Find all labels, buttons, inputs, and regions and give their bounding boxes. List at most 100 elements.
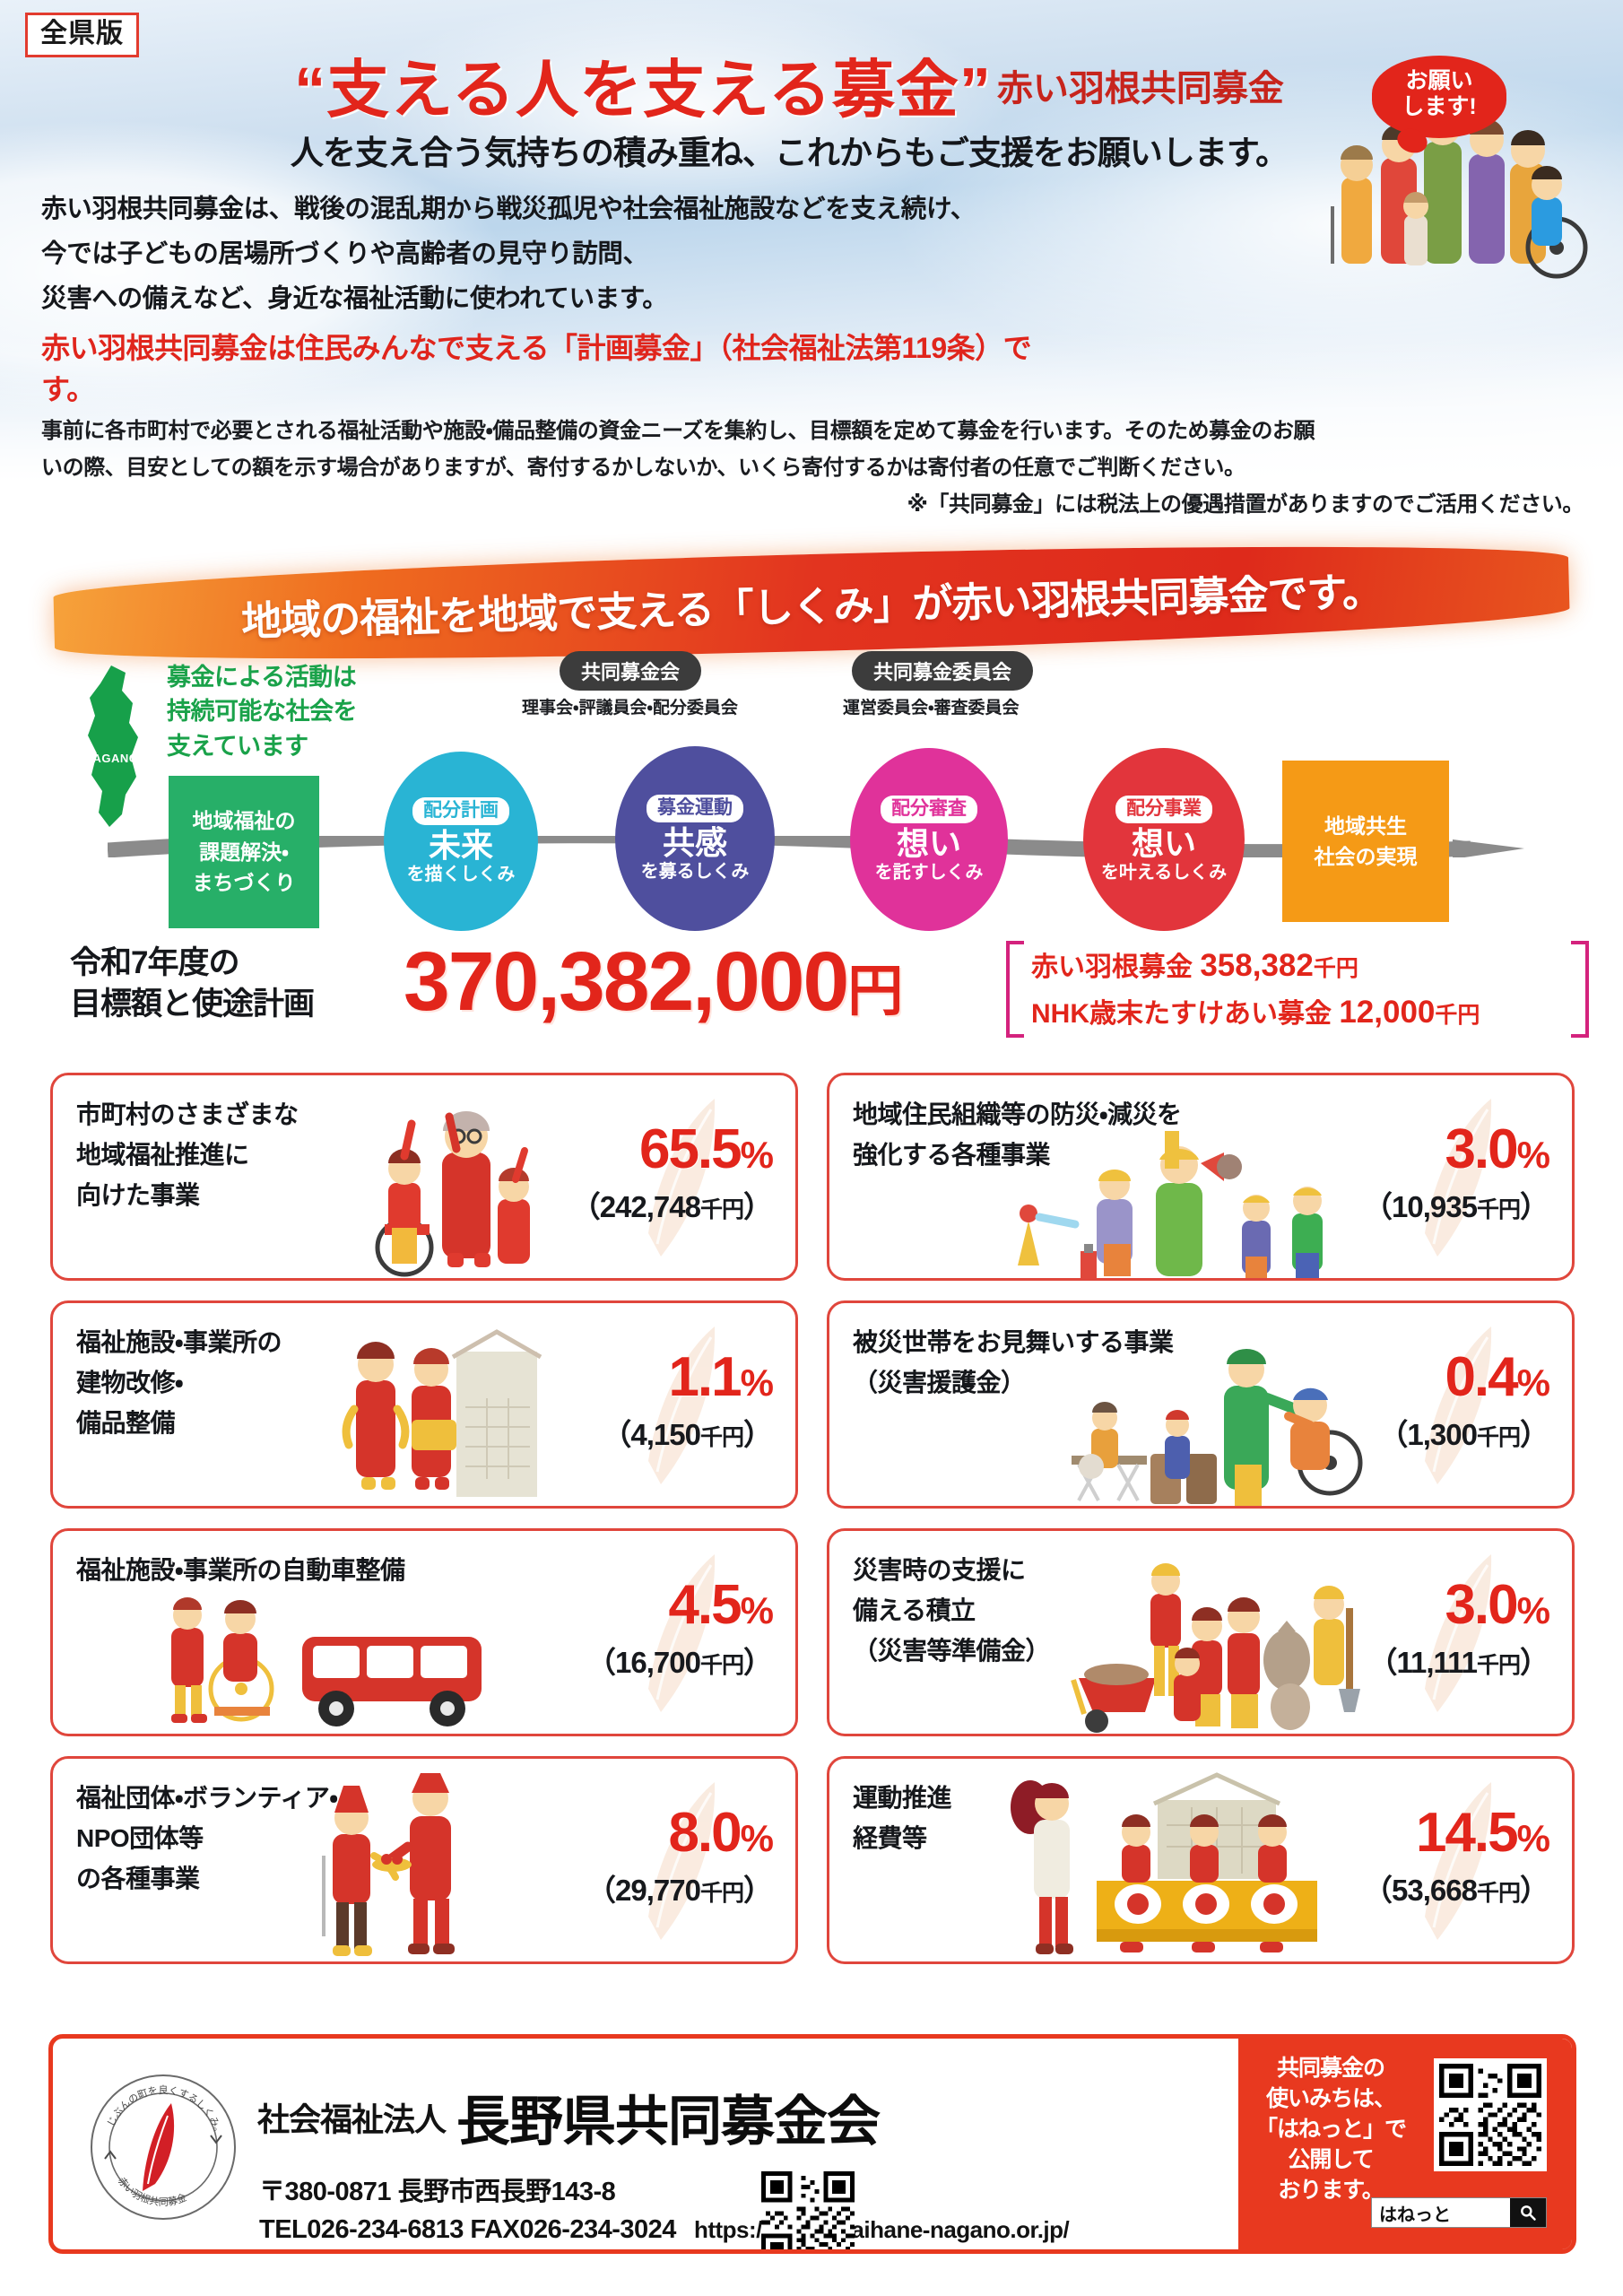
card-percent: 1.1% — [668, 1346, 774, 1408]
target-amount: 370,382,000円 — [404, 934, 903, 1030]
usage-cards: 市町村のさまざまな 地域福祉推進に 向けた事業 — [50, 1073, 1575, 1984]
feather-watermark-icon — [648, 1782, 716, 1940]
map-label: NAGANO — [83, 752, 139, 765]
target-amount-number: 370,382,000 — [404, 935, 849, 1028]
flow-node-allocation-projects: 配分事業 想い を叶えるしくみ — [1083, 748, 1245, 931]
card-percent: 14.5% — [1415, 1802, 1550, 1864]
card-title: 地域住民組織等の防災・減災を 強化する各種事業 — [853, 1100, 1182, 1169]
card-percent-block: 14.5% （53,668千円） — [1363, 1802, 1550, 1909]
flow-node-4-cap: 配分事業 — [1115, 796, 1212, 823]
card-percent-block: 65.5% （242,748千円） — [570, 1122, 774, 1226]
body-line-3: 災害への備えなど、身近な福祉活動に使われています。 — [41, 284, 668, 313]
flow-node-1-cap: 配分計画 — [412, 797, 509, 825]
flow-node-community-welfare: 地域福祉の 課題解決・ まちづくり — [169, 776, 319, 928]
card-title: 福祉施設・事業所の 建物改修・ 備品整備 — [76, 1328, 282, 1437]
search-input[interactable]: はねっと — [1379, 2205, 1451, 2225]
card-percent-block: 8.0% （29,770千円） — [586, 1805, 774, 1909]
flow-node-3-cap: 配分審査 — [881, 796, 977, 823]
card-amount: （29,770千円） — [586, 1874, 773, 1907]
org-prefix: 社会福祉法人 — [257, 2100, 447, 2138]
card-amount: （4,150千円） — [602, 1418, 773, 1451]
card-title: 福祉団体・ボランティア・ NPO団体等 の各種事業 — [76, 1784, 338, 1892]
hanetto-panel: 共同募金の 使いみちは、 「はねっと」で 公開して おります。 — [1238, 2039, 1572, 2249]
card-title: 市町村のさまざまな 地域福祉推進に 向けた事業 — [76, 1100, 299, 1209]
card-percent-block: 3.0% （10,935千円） — [1363, 1118, 1550, 1226]
target-amount-yen: 円 — [847, 961, 903, 1022]
pill-kyodo-boking-iinkai: 共同募金委員会 — [852, 651, 1034, 691]
breakdown-1-value: 12,000 — [1339, 995, 1436, 1030]
target-breakdown: 赤い羽根募金 358,382千円 NHK歳末たすけあい募金 12,000千円 — [1006, 941, 1589, 1038]
nagano-map-icon: NAGANO — [70, 664, 152, 830]
volunteer-meal-icon — [322, 1773, 455, 1956]
title-quoted: “支える人を支える募金” — [294, 55, 992, 125]
card-amount: （10,935千円） — [1363, 1190, 1549, 1223]
card-percent: 3.0% — [1445, 1118, 1550, 1180]
pill-kyodo-bokinkai: 共同募金会 — [560, 651, 702, 691]
bracket-left — [1006, 941, 1024, 1038]
facility-building-icon — [342, 1329, 542, 1497]
red-feather-seal-icon: じぶんの町を良くするしくみ。 赤い羽根共同募金 — [91, 2074, 236, 2220]
footer-phone: TEL026-234-6813 FAX026-234-3024 — [259, 2215, 676, 2245]
footer-url[interactable]: https://www.akaihane-nagano.or.jp/ — [693, 2216, 1070, 2244]
welfare-van-icon — [171, 1597, 482, 1726]
footer: じぶんの町を良くするしくみ。 赤い羽根共同募金 社会福祉法人 長野県共同募金会 〒… — [48, 2034, 1576, 2254]
card-percent-block: 4.5% （16,700千円） — [586, 1578, 774, 1682]
usage-card: 福祉施設・事業所の自動車整備 — [50, 1528, 798, 1736]
hanetto-search-box[interactable]: はねっと — [1371, 2197, 1547, 2228]
flow-message: 募金による活動は 持続可能な社会を 支えています — [167, 664, 358, 760]
usage-card: 福祉施設・事業所の 建物改修・ 備品整備 — [50, 1300, 798, 1509]
feather-watermark-icon — [1425, 1554, 1492, 1712]
bubble-line-1: お願い — [1405, 68, 1473, 93]
donation-booth-icon — [1011, 1772, 1317, 1954]
card-title: 災害時の支援に 備える積立 （災害等準備金） — [853, 1556, 1051, 1665]
footer-contact: 〒380-0871 長野市西長野143-8 TEL026-234-6813 FA… — [259, 2173, 1070, 2248]
breakdown-row-0: 赤い羽根募金 358,382千円 — [1031, 943, 1564, 990]
pill-kyodo-boking-iinkai-sub: 運営委員会・審査委員会 — [843, 699, 1020, 718]
flow-node-4-small: を叶えるしくみ — [1100, 862, 1228, 883]
hanetto-qr-code[interactable] — [1439, 2064, 1541, 2166]
volunteer-cleanup-icon — [1071, 1563, 1360, 1733]
usage-card: 被災世帯をお見舞いする事業 （災害援護金） — [827, 1300, 1575, 1509]
header-body: 赤い羽根共同募金は、戦後の混乱期から戦災孤児や社会福祉施設などを支え続け、 今で… — [41, 188, 1072, 416]
organization-name: 社会福祉法人 長野県共同募金会 — [257, 2078, 881, 2156]
flow-node-2-small: を募るしくみ — [640, 861, 750, 882]
flow-node-3-big: 想い — [896, 824, 961, 862]
feather-watermark-icon — [648, 1554, 716, 1712]
usage-card: 地域住民組織等の防災・減災を 強化する各種事業 — [827, 1073, 1575, 1281]
search-icon[interactable] — [1510, 2198, 1546, 2227]
card-title: 運動推進 経費等 — [853, 1784, 952, 1852]
card-percent-block: 0.4% （1,300千円） — [1378, 1346, 1550, 1454]
note-tax: ※「共同募金」には税法上の優遇措置がありますのでご活用ください。 — [907, 492, 1584, 517]
page-title: “支える人を支える募金” 赤い羽根共同募金 — [179, 39, 1399, 130]
bubble-line-2: します! — [1402, 93, 1477, 119]
relief-support-icon — [1072, 1349, 1363, 1506]
hanetto-qr-wrapper[interactable] — [1434, 2058, 1547, 2171]
family-wheelchair-icon — [375, 1111, 530, 1277]
footer-phone-row: TEL026-234-6813 FAX026-234-3024 https://w… — [259, 2211, 1070, 2248]
card-amount: （11,111千円） — [1367, 1646, 1549, 1679]
card-percent: 0.4% — [1445, 1346, 1550, 1408]
feather-watermark-icon — [1425, 1782, 1492, 1940]
feather-watermark-icon — [1425, 1326, 1492, 1484]
card-amount: （53,668千円） — [1363, 1874, 1549, 1907]
card-amount: （242,748千円） — [570, 1190, 773, 1223]
flow-node-fundraising: 募金運動 共感 を募るしくみ — [615, 746, 775, 931]
feather-watermark-icon — [648, 1099, 716, 1257]
flow-node-0-text: 地域福祉の 課題解決・ まちづくり — [192, 809, 296, 895]
website-qr-code[interactable] — [761, 2171, 855, 2254]
flow-node-1-big: 未来 — [428, 826, 493, 864]
disaster-drill-icon — [1018, 1131, 1323, 1278]
card-title: 被災世帯をお見舞いする事業 （災害援護金） — [853, 1328, 1174, 1396]
body-highlight: 赤い羽根共同募金は住民みんなで支える「計画募金」（社会福祉法第119条）です。 — [41, 332, 1032, 405]
feather-watermark-icon — [1425, 1099, 1492, 1257]
card-amount: （1,300千円） — [1378, 1418, 1549, 1451]
flow-node-allocation-review: 配分審査 想い を託すしくみ — [850, 748, 1008, 931]
body-line-1: 赤い羽根共同募金は、戦後の混乱期から戦災孤児や社会福祉施設などを支え続け、 — [41, 195, 976, 223]
bracket-right — [1571, 941, 1589, 1038]
pill-kyodo-bokinkai-sub: 理事会・評議員会・配分委員会 — [522, 699, 738, 718]
usage-card: 災害時の支援に 備える積立 （災害等準備金） — [827, 1528, 1575, 1736]
card-row: 福祉団体・ボランティア・ NPO団体等 の各種事業 — [50, 1756, 1575, 1964]
usage-card: 市町村のさまざまな 地域福祉推進に 向けた事業 — [50, 1073, 798, 1281]
breakdown-0-label: 赤い羽根募金 — [1031, 952, 1193, 982]
